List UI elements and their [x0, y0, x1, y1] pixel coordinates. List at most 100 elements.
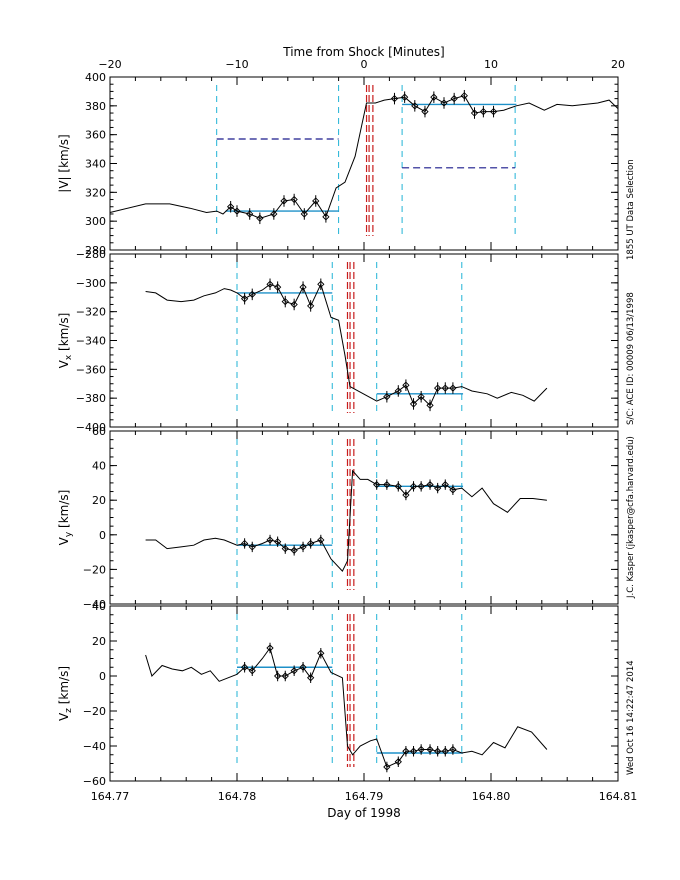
series-line-vx — [145, 282, 548, 407]
data-point — [240, 538, 249, 549]
data-point — [430, 91, 438, 103]
y-tick-label: 400 — [85, 71, 106, 84]
point-marker — [373, 480, 381, 489]
data-point — [240, 292, 249, 305]
point-marker — [383, 480, 391, 489]
point-marker — [383, 763, 391, 771]
y-tick-label: 0 — [99, 529, 106, 542]
data-point — [312, 195, 320, 207]
data-point — [441, 746, 449, 757]
side-note-timestamp: Wed Oct 16 14:22:47 2014 — [626, 660, 636, 775]
data-point — [417, 481, 425, 492]
data-point — [290, 665, 298, 676]
data-point — [281, 295, 289, 308]
y-tick-label: −40 — [83, 598, 106, 611]
point-marker — [290, 300, 298, 309]
y-tick-label: 340 — [85, 158, 106, 171]
y-axis-title-main: V — [57, 359, 71, 368]
point-marker — [317, 280, 325, 288]
top-tick-label: −10 — [225, 58, 248, 71]
point-marker — [290, 667, 298, 675]
data-point — [317, 534, 325, 546]
data-point — [290, 298, 298, 311]
point-marker — [274, 672, 282, 680]
panel-vz: −60 −40 −20 0 20 40 Vz [km/s] — [57, 600, 619, 788]
point-marker — [307, 539, 315, 548]
point-marker — [449, 384, 457, 392]
data-point — [421, 105, 429, 118]
bottom-tick-label: 164.80 — [472, 790, 511, 803]
panel-frame — [109, 253, 619, 428]
bottom-tick-label: 164.79 — [345, 790, 384, 803]
y-axis-title-vmag: |V| [km/s] — [57, 134, 71, 192]
data-point — [426, 399, 434, 412]
point-marker — [246, 210, 254, 218]
point-marker — [434, 747, 442, 755]
data-point — [274, 536, 282, 547]
point-marker — [233, 207, 241, 215]
data-point — [449, 484, 457, 496]
y-axis-title-vy: Vy [km/s] — [57, 490, 74, 546]
point-marker — [441, 384, 449, 392]
point-marker — [417, 482, 425, 490]
data-point — [373, 479, 381, 490]
point-marker — [312, 197, 320, 205]
data-point — [409, 481, 418, 492]
top-tick-label: 10 — [484, 58, 498, 71]
point-marker — [450, 94, 458, 103]
top-tick-label: 20 — [611, 58, 625, 71]
data-point — [434, 382, 442, 394]
point-marker — [266, 280, 274, 288]
panel-vy: −40 −20 0 20 40 60 Vy [km/s] — [57, 425, 619, 611]
data-point — [417, 744, 425, 755]
data-point — [233, 205, 241, 217]
point-marker — [270, 210, 278, 218]
point-marker — [281, 297, 289, 306]
point-marker — [449, 486, 457, 494]
series-line-vz — [145, 646, 548, 768]
point-marker — [383, 393, 391, 401]
data-point — [383, 761, 391, 773]
top-tick-label: −20 — [98, 58, 121, 71]
top-axis-title: Time from Shock [Minutes] — [282, 45, 444, 59]
data-point — [402, 746, 410, 757]
series-line-vmag — [109, 95, 619, 219]
data-point — [290, 545, 298, 556]
data-point — [449, 382, 457, 394]
point-marker — [307, 674, 315, 682]
data-point — [390, 92, 399, 105]
bottom-tick-label: 164.81 — [599, 790, 638, 803]
data-point — [383, 479, 391, 490]
point-marker — [402, 491, 410, 499]
point-marker — [299, 283, 307, 291]
point-marker — [266, 536, 274, 544]
data-point — [281, 543, 289, 554]
y-axis-title-vz: Vz [km/s] — [57, 666, 74, 721]
point-marker — [426, 401, 434, 410]
point-marker — [402, 747, 410, 755]
data-point — [240, 662, 249, 673]
point-marker — [280, 197, 288, 205]
y-axis-title-main: V — [57, 536, 71, 545]
point-marker — [248, 290, 256, 299]
point-marker — [248, 667, 256, 675]
data-point — [470, 107, 479, 119]
top-tick-label: 0 — [361, 58, 368, 71]
data-point — [299, 281, 307, 293]
point-marker — [256, 214, 264, 222]
point-marker — [227, 203, 235, 211]
point-marker — [299, 543, 307, 551]
point-marker — [409, 482, 418, 490]
point-marker — [426, 745, 434, 754]
y-tick-label: −20 — [83, 705, 106, 718]
data-point — [266, 642, 274, 654]
point-marker — [307, 302, 315, 310]
point-marker — [409, 400, 418, 408]
point-marker — [317, 536, 325, 544]
data-point — [426, 479, 434, 490]
point-marker — [390, 94, 399, 103]
point-marker — [240, 539, 249, 548]
data-point — [440, 97, 448, 109]
y-axis-title-vx: Vx [km/s] — [57, 313, 74, 369]
